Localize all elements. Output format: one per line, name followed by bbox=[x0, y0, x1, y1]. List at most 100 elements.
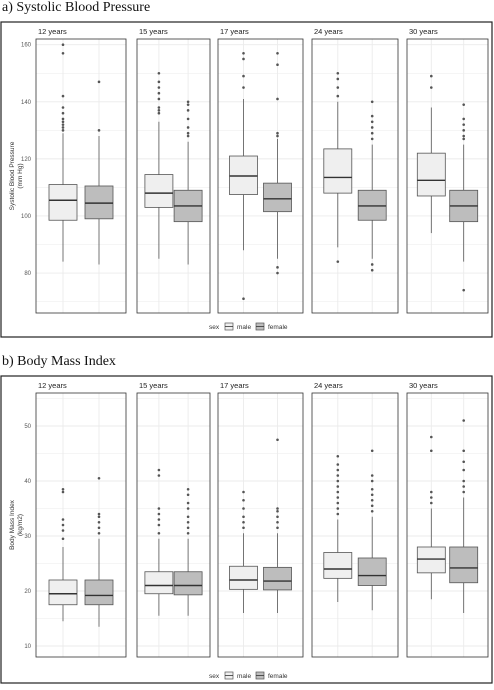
facet-border bbox=[406, 392, 489, 658]
facet-border bbox=[35, 38, 127, 314]
outlier-point bbox=[157, 507, 161, 510]
outlier-point bbox=[186, 109, 190, 112]
outlier-point bbox=[61, 106, 65, 109]
box-male bbox=[416, 152, 446, 197]
box-male bbox=[229, 565, 258, 590]
outlier-point bbox=[370, 126, 374, 129]
box-male bbox=[323, 552, 353, 579]
outlier-point bbox=[276, 97, 279, 101]
facet-1: 15 years bbox=[136, 381, 211, 658]
facet-label: 17 years bbox=[220, 27, 249, 36]
box-male bbox=[144, 174, 174, 208]
outlier-point bbox=[276, 63, 279, 66]
outlier-point bbox=[186, 487, 190, 491]
outlier-point bbox=[242, 515, 245, 519]
chart-svg-0: Systolic Blood Pressure(mm Hg) 80 100 120 14… bbox=[0, 21, 493, 338]
facet-0: 12 years bbox=[35, 381, 127, 658]
outlier-point bbox=[61, 523, 65, 527]
outlier-point bbox=[61, 111, 65, 115]
outlier-point bbox=[186, 134, 190, 138]
outlier-point bbox=[336, 71, 340, 75]
outlier-point bbox=[242, 490, 245, 494]
outlier-point bbox=[336, 507, 340, 510]
outlier-point bbox=[336, 77, 340, 81]
outlier-point bbox=[97, 520, 101, 524]
facet-label: 17 years bbox=[220, 381, 249, 390]
outlier-point bbox=[430, 74, 433, 78]
y-tick-label: 40 bbox=[24, 479, 31, 485]
outlier-point bbox=[370, 504, 374, 508]
outlier-point bbox=[276, 51, 279, 55]
box-female bbox=[357, 189, 387, 221]
y-axis-title-line: (mm Hg) bbox=[17, 163, 24, 188]
outlier-point bbox=[462, 460, 466, 464]
outlier-point bbox=[336, 454, 340, 458]
outlier-point bbox=[462, 103, 466, 106]
outlier-point bbox=[336, 94, 340, 98]
outlier-point bbox=[336, 463, 340, 466]
box-female bbox=[263, 566, 292, 591]
y-axis-title: Body Mass Index(kg/m2) bbox=[9, 499, 24, 550]
outlier-point bbox=[61, 126, 65, 129]
outlier-point bbox=[242, 297, 245, 301]
outlier-point bbox=[242, 498, 245, 502]
outlier-point bbox=[61, 537, 65, 541]
outlier-point bbox=[370, 268, 374, 272]
outlier-point bbox=[186, 131, 190, 135]
legend-title: sex bbox=[209, 324, 220, 331]
outlier-point bbox=[276, 509, 279, 513]
outlier-point bbox=[336, 496, 340, 499]
outlier-point bbox=[186, 493, 190, 497]
figure-b-title: b) Body Mass Index bbox=[2, 354, 116, 369]
box-male bbox=[48, 579, 78, 606]
outlier-point bbox=[61, 487, 65, 491]
outlier-point bbox=[61, 120, 65, 124]
facet-border bbox=[136, 38, 211, 314]
legend: sex male female bbox=[209, 671, 288, 680]
facet-panel bbox=[36, 393, 126, 657]
outlier-point bbox=[186, 531, 190, 535]
y-tick-label: 100 bbox=[21, 214, 32, 220]
outlier-point bbox=[97, 476, 101, 480]
outlier-point bbox=[157, 523, 161, 527]
outlier-point bbox=[462, 137, 466, 141]
outlier-point bbox=[370, 493, 374, 497]
outlier-point bbox=[336, 86, 340, 89]
outlier-point bbox=[186, 100, 190, 104]
y-axis-title: Systolic Blood Pressure(mm Hg) bbox=[9, 141, 24, 210]
outlier-point bbox=[61, 123, 65, 126]
outlier-point bbox=[157, 86, 161, 89]
outlier-point bbox=[157, 531, 161, 535]
outlier-point bbox=[157, 111, 161, 115]
outlier-point bbox=[336, 260, 340, 263]
outlier-point bbox=[157, 468, 161, 472]
outlier-point bbox=[336, 501, 340, 505]
y-tick-label: 30 bbox=[24, 534, 31, 540]
outlier-point bbox=[61, 129, 65, 132]
outlier-point bbox=[276, 520, 279, 524]
y-tick-label: 50 bbox=[24, 424, 31, 430]
outlier-point bbox=[61, 94, 65, 98]
facet-label: 12 years bbox=[38, 381, 67, 390]
outlier-point bbox=[242, 57, 245, 61]
facet-panel bbox=[137, 393, 210, 657]
outlier-point bbox=[157, 91, 161, 95]
outlier-point bbox=[97, 526, 101, 530]
box-male bbox=[144, 571, 174, 595]
outlier-point bbox=[336, 474, 340, 477]
outlier-point bbox=[186, 515, 190, 519]
outlier-point bbox=[462, 123, 466, 126]
outlier-point bbox=[242, 74, 245, 78]
outlier-point bbox=[336, 485, 340, 488]
outlier-point bbox=[276, 438, 279, 442]
outlier-point bbox=[186, 501, 190, 505]
outlier-point bbox=[97, 512, 101, 516]
facet-border bbox=[217, 38, 304, 314]
chart-svg-1: Body Mass Index(kg/m2) 10 20 30 40 50 12 years… bbox=[0, 375, 493, 684]
facet-border bbox=[217, 392, 304, 658]
outlier-point bbox=[370, 120, 374, 124]
box-female bbox=[357, 557, 387, 586]
outlier-point bbox=[276, 507, 279, 510]
outlier-point bbox=[370, 474, 374, 477]
outlier-point bbox=[430, 449, 433, 453]
